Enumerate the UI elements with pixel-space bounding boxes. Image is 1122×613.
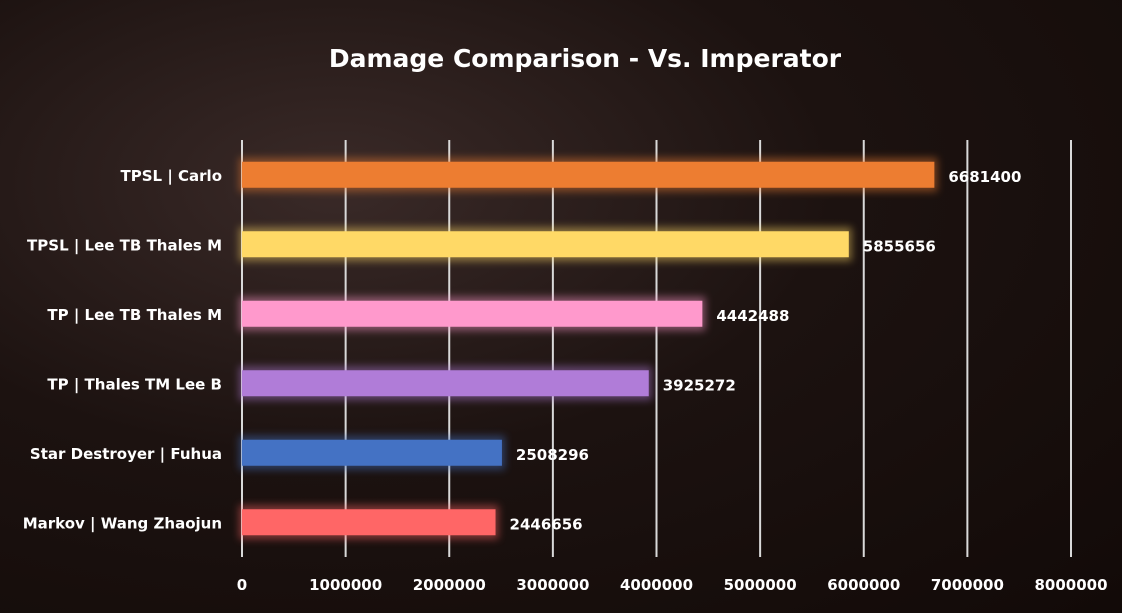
category-label: TPSL | Carlo [121, 167, 222, 186]
category-label: TPSL | Lee TB Thales M [27, 236, 222, 255]
data-label: 2508296 [516, 446, 589, 464]
data-label: 5855656 [863, 237, 936, 255]
bar [242, 370, 649, 397]
data-label: 2446656 [510, 515, 583, 533]
x-tick-label: 0 [237, 576, 247, 594]
category-label: Star Destroyer | Fuhua [30, 445, 222, 464]
data-label: 4442488 [716, 307, 789, 325]
x-tick-label: 4000000 [620, 576, 693, 594]
data-label: 3925272 [663, 376, 736, 394]
x-tick-label: 8000000 [1034, 576, 1107, 594]
x-tick-label: 5000000 [724, 576, 797, 594]
x-tick-label: 7000000 [931, 576, 1004, 594]
bar [242, 439, 502, 466]
x-tick-label: 3000000 [516, 576, 589, 594]
bar [242, 161, 935, 188]
data-label: 6681400 [948, 168, 1021, 186]
x-tick-label: 2000000 [413, 576, 486, 594]
chart-title: Damage Comparison - Vs. Imperator [329, 44, 842, 73]
category-label: Markov | Wang Zhaojun [23, 514, 222, 533]
x-tick-label: 6000000 [827, 576, 900, 594]
bar [242, 300, 703, 327]
category-label: TP | Lee TB Thales M [47, 306, 222, 325]
category-label: TP | Thales TM Lee B [47, 375, 222, 394]
x-tick-label: 1000000 [309, 576, 382, 594]
bar [242, 509, 496, 536]
bar [242, 231, 849, 258]
